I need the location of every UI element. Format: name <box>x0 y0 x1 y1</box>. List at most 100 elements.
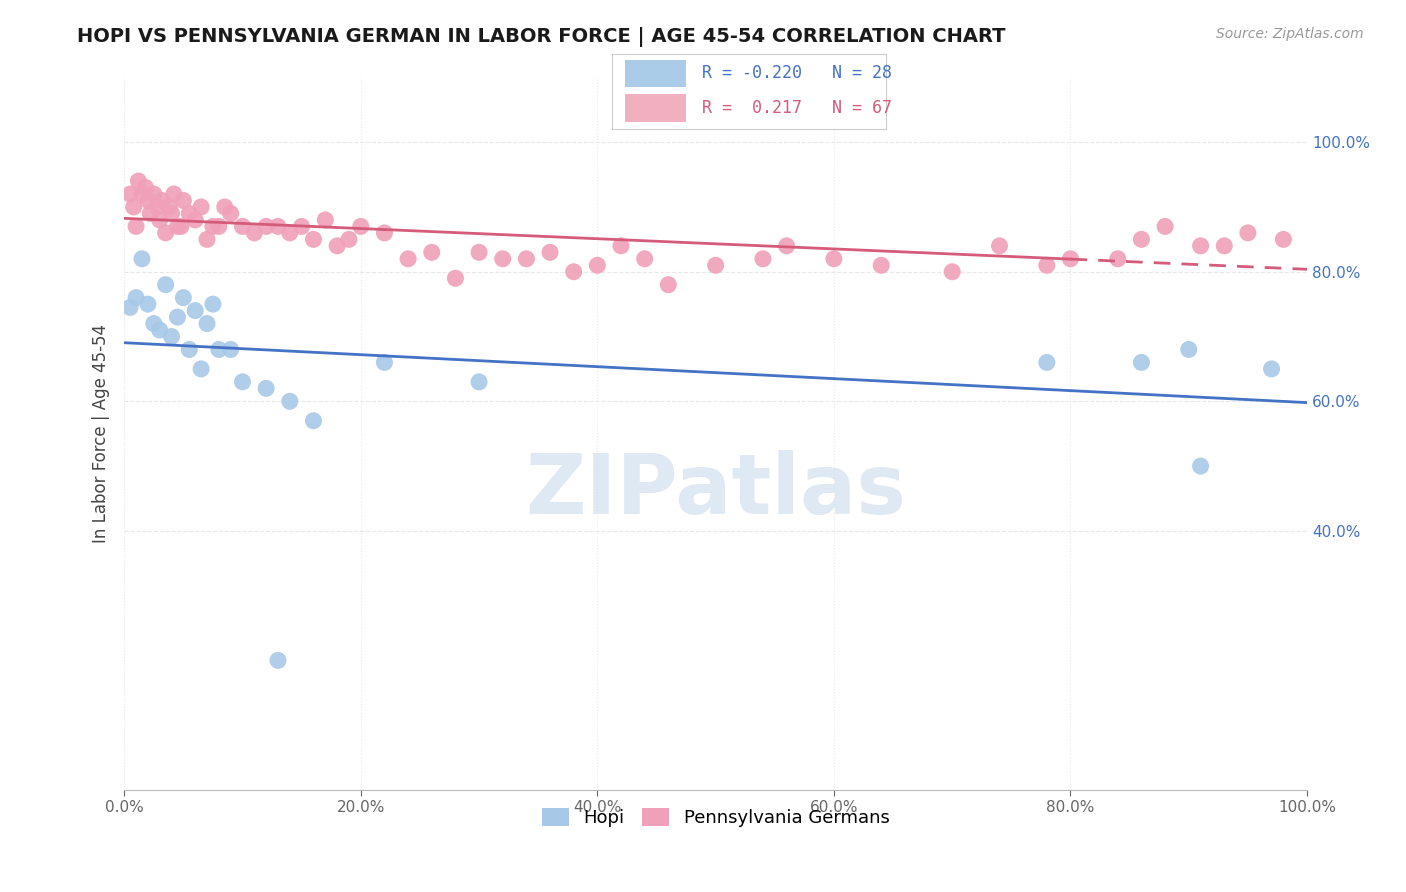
Point <box>752 252 775 266</box>
Point <box>562 265 585 279</box>
Point <box>122 200 145 214</box>
Point <box>988 239 1011 253</box>
Point <box>634 252 657 266</box>
Point <box>150 194 173 208</box>
Point <box>326 239 349 253</box>
Point <box>1154 219 1177 234</box>
Point <box>302 414 325 428</box>
Bar <box>626 60 686 87</box>
Point <box>1260 362 1282 376</box>
Point <box>267 653 290 667</box>
Point <box>1213 239 1236 253</box>
Point <box>214 200 236 214</box>
Point <box>195 232 218 246</box>
Point <box>396 252 419 266</box>
Point <box>170 219 193 234</box>
Bar <box>626 95 686 122</box>
Point <box>1130 355 1153 369</box>
Legend: Hopi, Pennsylvania Germans: Hopi, Pennsylvania Germans <box>534 800 897 834</box>
Point <box>538 245 561 260</box>
Point <box>492 252 515 266</box>
Text: HOPI VS PENNSYLVANIA GERMAN IN LABOR FORCE | AGE 45-54 CORRELATION CHART: HOPI VS PENNSYLVANIA GERMAN IN LABOR FOR… <box>77 27 1005 46</box>
Point <box>291 219 314 234</box>
Point <box>267 219 290 234</box>
Point <box>136 194 159 208</box>
Text: R = -0.220   N = 28: R = -0.220 N = 28 <box>702 64 891 82</box>
Text: ZIPatlas: ZIPatlas <box>524 450 905 531</box>
Point <box>179 206 201 220</box>
Point <box>1036 258 1059 272</box>
Point <box>146 200 169 214</box>
Point <box>704 258 727 272</box>
Point <box>231 375 253 389</box>
Point <box>1059 252 1081 266</box>
Text: Source: ZipAtlas.com: Source: ZipAtlas.com <box>1216 27 1364 41</box>
Point <box>420 245 443 260</box>
Point <box>149 213 172 227</box>
Point <box>775 239 797 253</box>
Point <box>302 232 325 246</box>
Point <box>184 303 207 318</box>
Point <box>1189 458 1212 473</box>
Point <box>468 245 491 260</box>
Point <box>163 187 186 202</box>
Point <box>190 200 212 214</box>
Point <box>219 343 242 357</box>
Point <box>337 232 360 246</box>
Point <box>373 355 395 369</box>
Point <box>184 213 207 227</box>
Point <box>131 252 153 266</box>
Point <box>190 362 212 376</box>
Point <box>231 219 253 234</box>
Point <box>120 301 142 315</box>
Point <box>125 219 148 234</box>
Point <box>373 226 395 240</box>
Point <box>1036 355 1059 369</box>
Point <box>139 206 162 220</box>
Point <box>1107 252 1129 266</box>
Point <box>350 219 373 234</box>
Point <box>160 329 183 343</box>
Point <box>254 381 277 395</box>
Point <box>219 206 242 220</box>
Point <box>195 317 218 331</box>
Point <box>1272 232 1295 246</box>
Point <box>243 226 266 240</box>
Text: R =  0.217   N = 67: R = 0.217 N = 67 <box>702 99 891 117</box>
Point <box>657 277 679 292</box>
Point <box>941 265 963 279</box>
Point <box>870 258 893 272</box>
Point <box>125 291 148 305</box>
Point <box>1130 232 1153 246</box>
Point <box>314 213 336 227</box>
Point <box>586 258 609 272</box>
Point <box>172 291 194 305</box>
Point <box>254 219 277 234</box>
Point <box>208 219 231 234</box>
Point <box>166 310 188 324</box>
Point <box>136 297 159 311</box>
Point <box>278 394 301 409</box>
Point <box>131 187 153 202</box>
Point <box>166 219 188 234</box>
Point <box>201 297 224 311</box>
Point <box>155 226 177 240</box>
Point <box>142 317 165 331</box>
Y-axis label: In Labor Force | Age 45-54: In Labor Force | Age 45-54 <box>93 324 110 543</box>
Point <box>823 252 845 266</box>
Point <box>208 343 231 357</box>
Point <box>278 226 301 240</box>
Point <box>155 277 177 292</box>
Point <box>610 239 633 253</box>
Point <box>157 200 180 214</box>
Point <box>201 219 224 234</box>
Point <box>1189 239 1212 253</box>
Point <box>120 187 142 202</box>
Point <box>134 180 156 194</box>
Point <box>142 187 165 202</box>
Point <box>515 252 537 266</box>
Point <box>149 323 172 337</box>
Point <box>1177 343 1199 357</box>
Point <box>468 375 491 389</box>
Point <box>1237 226 1260 240</box>
